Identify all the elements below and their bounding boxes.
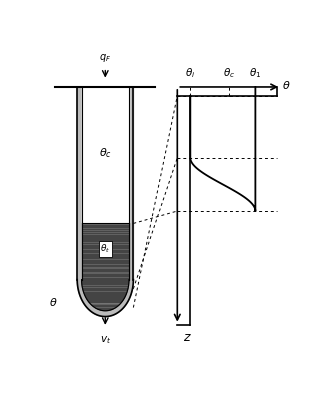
Text: $\theta$: $\theta$: [282, 79, 291, 91]
Text: $\theta_t$: $\theta_t$: [100, 243, 110, 255]
Polygon shape: [77, 280, 133, 317]
Text: $\theta_i$: $\theta_i$: [185, 66, 196, 80]
Text: $v_t$: $v_t$: [100, 334, 111, 346]
Text: $\theta$: $\theta$: [49, 296, 57, 308]
Text: $\theta_1$: $\theta_1$: [249, 66, 261, 80]
Polygon shape: [82, 280, 129, 311]
Text: $q_F$: $q_F$: [99, 52, 112, 64]
Text: $\theta_c$: $\theta_c$: [223, 66, 236, 80]
Text: $\theta_c$: $\theta_c$: [99, 146, 112, 160]
Text: $z$: $z$: [183, 331, 192, 344]
Polygon shape: [82, 280, 129, 311]
